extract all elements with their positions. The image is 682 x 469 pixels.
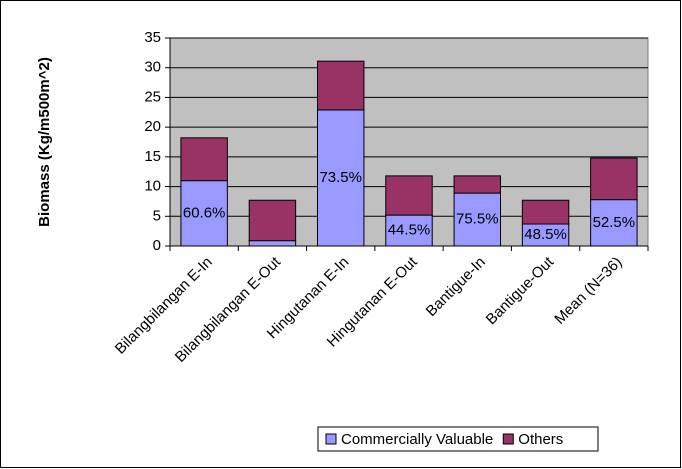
bar-segment [180, 137, 228, 182]
share-label: 48.5% [524, 226, 567, 243]
y-tick-label: 0 [153, 237, 161, 254]
legend-label: Others [518, 431, 563, 448]
bar-segment [180, 180, 228, 247]
y-tick-label: 20 [144, 118, 161, 135]
legend-label: Commercially Valuable [341, 431, 493, 448]
legend-swatch [502, 433, 514, 445]
bar-segment [590, 199, 638, 247]
legend-swatch [325, 433, 337, 445]
share-label: 75.5% [456, 211, 499, 228]
legend-box [317, 426, 599, 452]
y-tick-label: 5 [153, 207, 161, 224]
y-axis-title: Biomass (Kg/m500m^2) [36, 57, 53, 227]
share-label: 73.5% [319, 169, 362, 186]
bar-segment [521, 199, 570, 225]
share-label: 44.5% [388, 222, 431, 239]
y-tick-label: 30 [144, 59, 161, 76]
bar-segment [248, 240, 297, 247]
share-label: 52.5% [593, 214, 636, 231]
bar-segment [316, 60, 365, 111]
bar-segment [248, 199, 297, 242]
y-tick-label: 35 [144, 29, 161, 46]
bar-segment [590, 157, 638, 201]
y-tick-label: 25 [144, 88, 161, 105]
bar-segment [316, 109, 365, 247]
bar-segment [453, 175, 502, 194]
bar-segment [385, 175, 433, 216]
y-tick-label: 10 [144, 178, 161, 195]
y-tick-label: 15 [144, 148, 161, 165]
share-label: 60.6% [183, 204, 226, 221]
